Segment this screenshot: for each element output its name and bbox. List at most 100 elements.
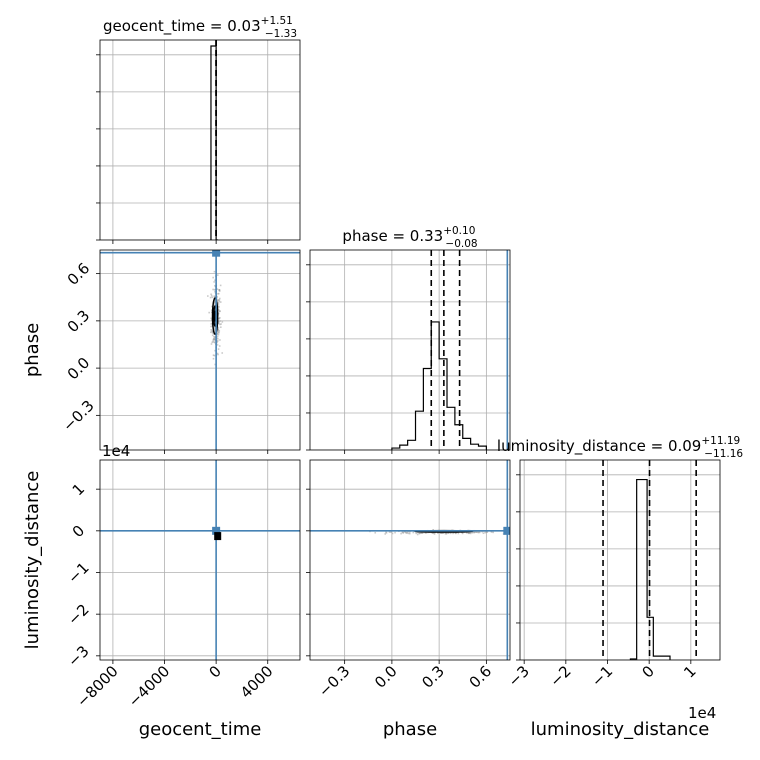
sample-point xyxy=(218,289,221,291)
sample-point xyxy=(217,317,220,320)
sample-point xyxy=(216,335,219,338)
sample-point xyxy=(217,312,220,315)
sample-point xyxy=(218,310,221,313)
sample-point xyxy=(216,352,219,355)
sample-point xyxy=(217,348,220,350)
sample-point xyxy=(492,531,495,534)
histogram-step xyxy=(210,45,219,240)
truth-marker xyxy=(212,250,221,257)
sample-point xyxy=(406,532,409,534)
sample-point xyxy=(407,532,410,535)
sample-point xyxy=(219,284,222,287)
x-tick-label: 4000 xyxy=(237,662,277,702)
sample-point xyxy=(445,532,447,534)
sample-point xyxy=(210,343,213,345)
panel-2d-geocent-time-luminosity-distance: −8000 −4000 0 4000 −3 −2 −1 0 1 xyxy=(64,459,301,711)
panel-hist-phase xyxy=(306,249,511,454)
sample-point xyxy=(219,323,221,326)
sample-point xyxy=(213,289,216,291)
x-tick-label: −0.3 xyxy=(315,662,353,700)
histogram-step xyxy=(629,478,671,660)
sample-point xyxy=(213,281,215,283)
sample-point xyxy=(452,532,454,535)
sample-point xyxy=(384,533,387,535)
sample-point xyxy=(217,353,219,356)
sample-point xyxy=(216,288,219,290)
sample-point xyxy=(210,329,212,331)
sample-point xyxy=(388,531,391,533)
panel-2d-geocent-time-phase: −0.3 0.0 0.3 0.6 xyxy=(59,249,301,454)
sample-point xyxy=(210,317,213,320)
sample-point xyxy=(217,309,220,311)
sample-point xyxy=(211,305,213,308)
offset-text-luminosity-distance-x: 1e4 xyxy=(688,704,716,722)
sample-point xyxy=(210,325,212,328)
sample-point xyxy=(217,329,220,332)
sample-point xyxy=(218,290,221,292)
sample-point xyxy=(374,531,377,534)
x-tick-label: −4000 xyxy=(125,662,174,711)
sample-point xyxy=(214,363,216,366)
title-luminosity-distance: luminosity_distance = 0.09+11.19 −11.16 xyxy=(497,435,743,460)
sample-point xyxy=(417,531,420,534)
sample-point xyxy=(218,330,221,332)
sample-point xyxy=(477,531,480,534)
sample-point xyxy=(213,335,215,338)
density-peak xyxy=(214,532,222,541)
panel-2d-phase-luminosity-distance: −0.3 0.0 0.3 0.6 xyxy=(306,459,511,701)
x-tick-label: 1 xyxy=(680,662,699,681)
sample-point xyxy=(212,357,215,360)
y-tick-label: −0.3 xyxy=(59,397,97,435)
sample-point xyxy=(214,349,216,352)
sample-point xyxy=(442,532,444,534)
sample-point xyxy=(400,532,402,535)
sample-point xyxy=(207,295,209,297)
sample-point xyxy=(221,352,224,354)
sample-point xyxy=(216,341,218,344)
sample-point xyxy=(210,331,212,334)
sample-point xyxy=(447,532,449,534)
sample-point xyxy=(408,532,411,535)
sample-point xyxy=(213,354,216,357)
x-tick-label: −1 xyxy=(588,662,616,690)
sample-point xyxy=(432,532,434,534)
histogram-step xyxy=(391,321,487,450)
sample-point xyxy=(211,332,214,334)
sample-point xyxy=(219,339,221,341)
sample-point xyxy=(217,303,220,306)
sample-point xyxy=(212,339,215,341)
sample-point xyxy=(217,328,220,331)
sample-point xyxy=(214,290,216,293)
truth-marker xyxy=(503,526,510,535)
sample-point xyxy=(214,295,216,298)
sample-point xyxy=(461,532,464,535)
sample-point xyxy=(211,331,214,333)
sample-point xyxy=(217,320,220,322)
sample-point xyxy=(218,297,221,300)
sample-point xyxy=(217,332,220,334)
y-tick-label: 0.3 xyxy=(64,307,94,337)
sample-point xyxy=(213,338,216,341)
sample-point xyxy=(425,532,428,534)
sample-point xyxy=(433,533,436,535)
sample-point xyxy=(437,532,439,534)
sample-point xyxy=(217,292,220,295)
y-tick-label: −2 xyxy=(64,600,92,628)
sample-point xyxy=(405,532,407,534)
sample-point xyxy=(421,532,424,534)
title-geocent-time: geocent_time = 0.03+1.51 −1.33 xyxy=(103,15,297,40)
sample-point xyxy=(218,300,221,303)
sample-point xyxy=(218,299,221,301)
sample-point xyxy=(213,341,215,344)
offset-text-luminosity-distance-y: 1e4 xyxy=(102,442,130,460)
ylabel-phase: phase xyxy=(22,323,43,377)
sample-point xyxy=(471,531,474,534)
sample-point xyxy=(470,531,473,534)
sample-point xyxy=(482,532,485,535)
x-tick-label: 0 xyxy=(639,662,658,681)
sample-point xyxy=(218,345,221,347)
sample-point xyxy=(216,274,219,276)
sample-point xyxy=(216,330,219,333)
sample-point xyxy=(412,531,415,534)
sample-point xyxy=(209,296,212,299)
